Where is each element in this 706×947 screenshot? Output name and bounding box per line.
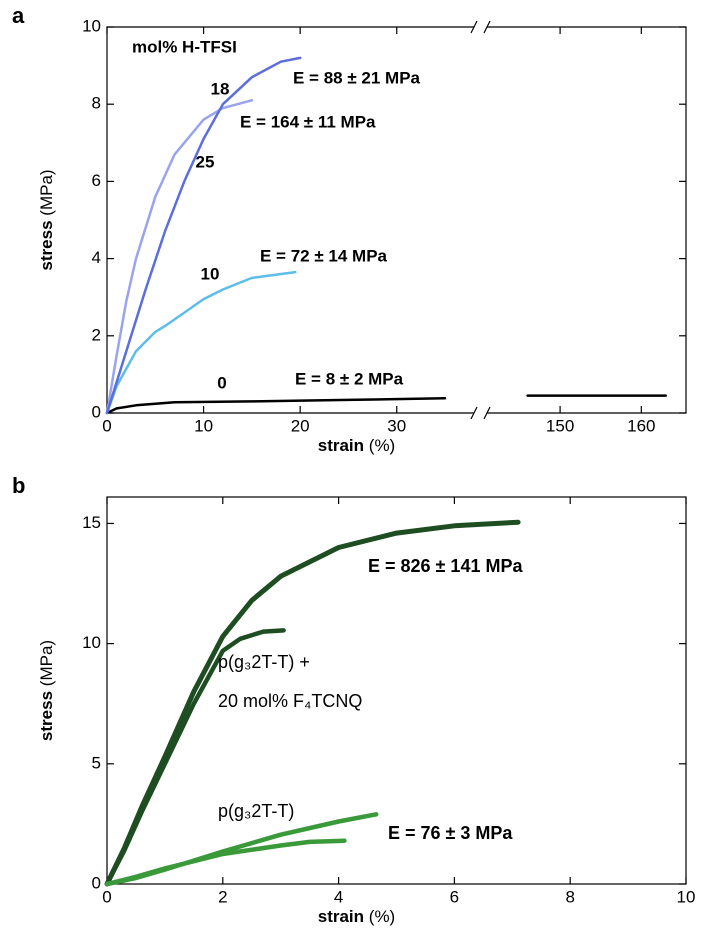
y-tick-label: 0 xyxy=(92,402,101,421)
x-tick-label: 2 xyxy=(218,887,227,906)
curve xyxy=(105,99,254,415)
x-tick-label: 0 xyxy=(102,887,111,906)
annotation: E = 8 ± 2 MPa xyxy=(295,369,404,388)
y-axis-label-name: stress xyxy=(37,691,56,741)
x-axis-label-name: strain xyxy=(318,907,364,926)
annotation: p(g₃2T-T) xyxy=(218,801,294,821)
annotation: E = 164 ± 11 MPa xyxy=(240,112,376,131)
panel-label: b xyxy=(12,473,25,498)
axis-break xyxy=(483,20,491,34)
y-tick-label: 8 xyxy=(92,94,101,113)
curve xyxy=(104,838,347,887)
x-tick-label: 30 xyxy=(387,416,406,435)
axis-break xyxy=(470,20,478,34)
series-label: 25 xyxy=(196,152,215,171)
y-tick-label: 2 xyxy=(92,325,101,344)
y-axis-label: stress (MPa) xyxy=(37,169,56,270)
annotation: 20 mol% F₄TCNQ xyxy=(218,691,362,711)
y-axis-label: stress (MPa) xyxy=(37,640,56,741)
annotation: E = 826 ± 141 MPa xyxy=(368,556,523,576)
x-tick-label: 0 xyxy=(102,416,111,435)
x-axis-label-name: strain xyxy=(318,436,364,455)
y-tick-label: 15 xyxy=(82,513,101,532)
annotation: E = 76 ± 3 MPa xyxy=(388,823,513,843)
y-axis-label-unit: (MPa) xyxy=(37,640,56,686)
annotation: p(g₃2T-T) + xyxy=(218,652,310,672)
axis-break xyxy=(483,406,491,420)
axis-frame xyxy=(106,26,687,414)
x-tick-label: 10 xyxy=(677,887,696,906)
curve xyxy=(105,56,302,415)
x-axis-label-unit: (%) xyxy=(369,436,395,455)
y-axis-label-unit: (MPa) xyxy=(37,169,56,215)
series-label: 10 xyxy=(201,264,220,283)
y-axis-label-name: stress xyxy=(37,220,56,270)
x-tick-label: 4 xyxy=(334,887,343,906)
curve xyxy=(104,628,286,887)
axis-frame xyxy=(106,496,687,885)
x-tick-label: 10 xyxy=(194,416,213,435)
panel-label: a xyxy=(12,3,25,28)
y-tick-label: 5 xyxy=(92,753,101,772)
x-axis-label: strain (%) xyxy=(318,436,395,455)
curve xyxy=(105,270,297,415)
x-tick-label: 6 xyxy=(450,887,459,906)
y-tick-label: 6 xyxy=(92,171,101,190)
y-tick-label: 10 xyxy=(82,16,101,35)
x-tick-label: 20 xyxy=(291,416,310,435)
x-axis-label: strain (%) xyxy=(318,907,395,926)
x-tick-label: 150 xyxy=(546,416,574,435)
annotation: E = 72 ± 14 MPa xyxy=(260,246,388,265)
x-tick-label: 8 xyxy=(565,887,574,906)
y-tick-label: 10 xyxy=(82,633,101,652)
axis-break xyxy=(470,406,478,420)
annotation-title: mol% H-TFSI xyxy=(132,37,237,56)
x-axis-label-unit: (%) xyxy=(369,907,395,926)
x-tick-label: 160 xyxy=(627,416,655,435)
series-label: 0 xyxy=(217,373,226,392)
annotation: E = 88 ± 21 MPa xyxy=(293,68,421,87)
y-tick-label: 0 xyxy=(92,873,101,892)
series-label: 18 xyxy=(211,79,230,98)
curve xyxy=(105,394,667,415)
y-tick-label: 4 xyxy=(92,248,101,267)
